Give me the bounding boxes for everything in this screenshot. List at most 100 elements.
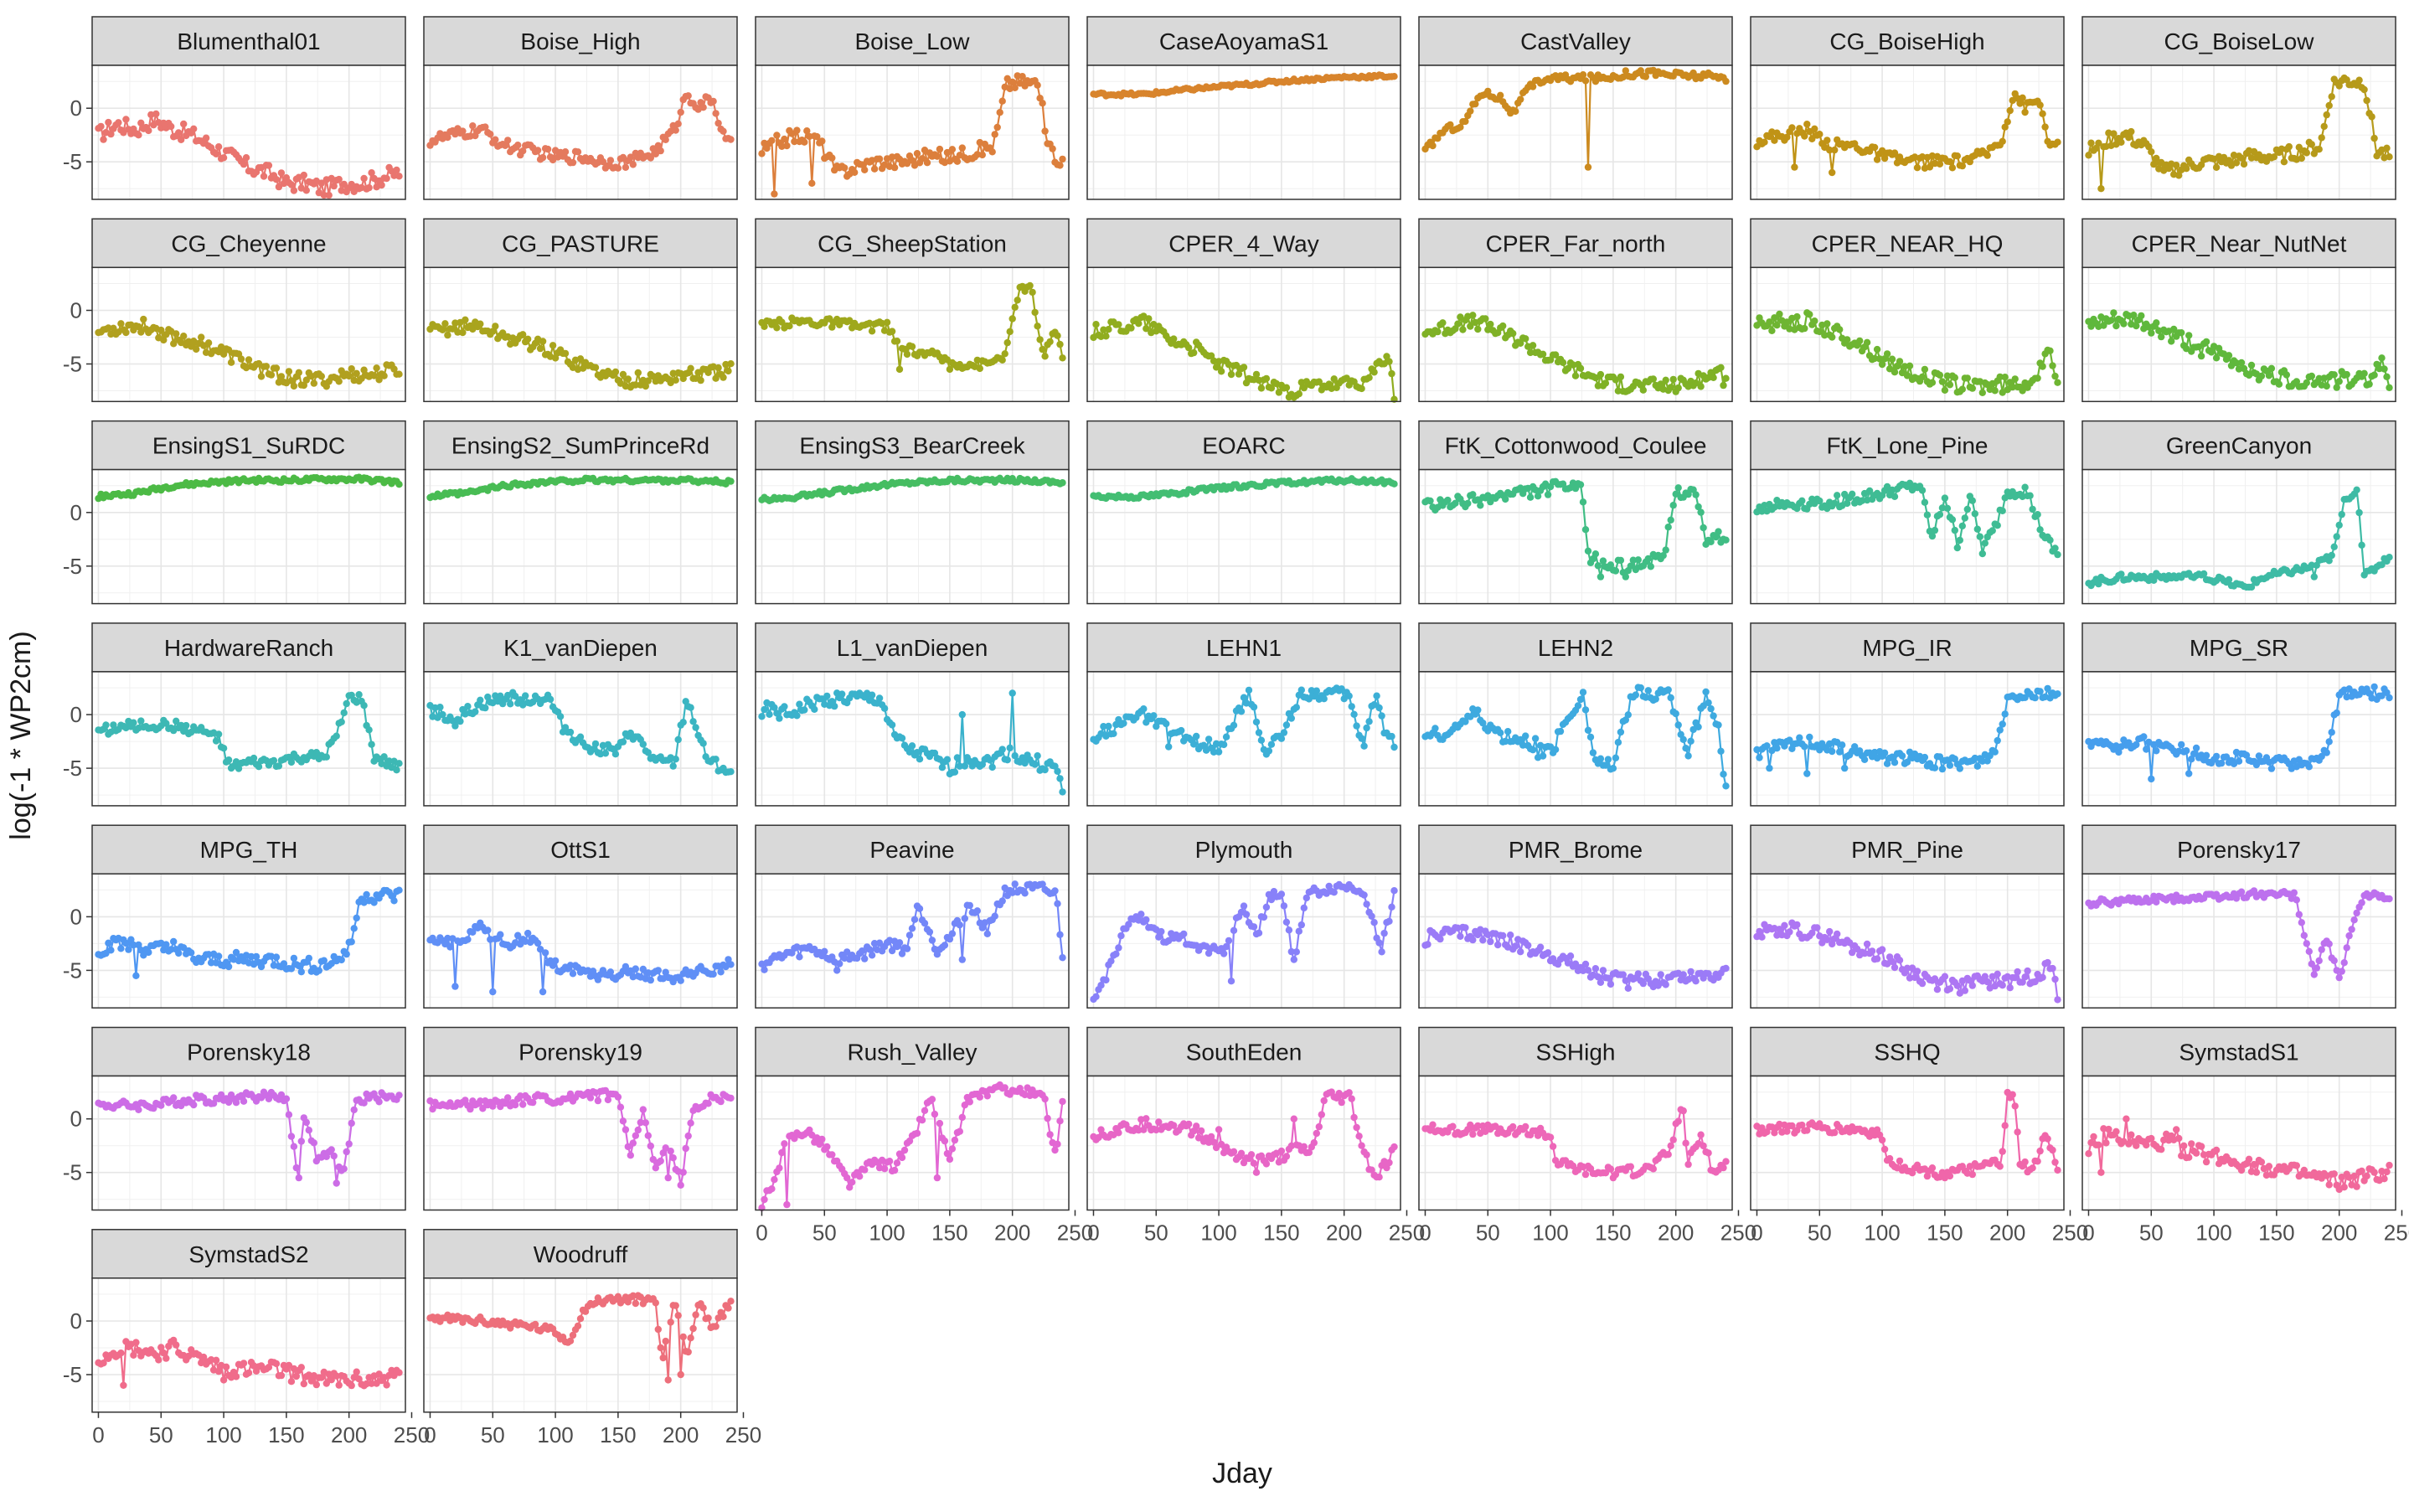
x-axis-title: Jday [1212,1458,1272,1489]
data-point [1999,720,2006,727]
panel-background [1751,874,2064,1008]
data-point [612,369,619,375]
data-point [1293,704,1300,710]
data-point [2087,140,2094,147]
data-point [2296,911,2303,918]
facet-panel: Porensky17 [2082,825,2396,1008]
data-point [2051,976,2058,983]
data-point [1617,557,1624,564]
data-point [1590,749,1597,756]
data-point [2334,384,2340,390]
data-point [793,126,800,133]
data-point [635,369,642,376]
data-point [1545,491,1551,498]
data-point [1585,727,1591,734]
data-point [365,726,372,733]
data-point [1899,752,1906,759]
data-point [1170,335,1177,342]
data-point [1296,390,1303,397]
data-point [2036,101,2043,108]
data-point [1658,971,1664,978]
data-point [941,942,948,948]
data-point [1617,374,1624,380]
data-point [1140,705,1147,712]
facet-label: MPG_SR [2190,635,2288,661]
data-point [1360,891,1367,898]
data-point [1914,968,1921,974]
data-point [801,139,807,146]
data-point [1720,771,1726,777]
data-point [2012,375,2019,382]
data-point [2291,890,2298,896]
data-point [1793,921,1800,928]
data-point [1293,948,1300,955]
data-point [1610,765,1617,771]
data-point [539,988,546,995]
data-point [1241,364,1247,370]
data-point [1715,528,1721,534]
data-point [1036,336,1043,343]
data-point [117,945,124,952]
data-point [311,379,317,386]
data-point [1004,756,1011,763]
facet-label: CG_PASTURE [502,230,659,256]
panel-background [1087,672,1401,806]
data-point [383,175,389,182]
data-point [1932,527,1938,534]
data-point [2248,362,2255,369]
data-point [1464,500,1471,507]
data-point [914,150,921,157]
data-point [1353,722,1359,729]
data-point [687,704,694,711]
data-point [592,741,599,747]
data-point [1497,730,1504,736]
data-point [291,383,297,390]
data-point [228,359,235,366]
facet-panel: EOARC [1087,421,1401,604]
data-point [1102,333,1109,339]
panel-background [1419,65,1732,199]
data-point [2319,946,2325,952]
data-point [132,973,139,979]
data-point [2044,959,2050,966]
data-point [989,764,996,771]
data-point [1263,375,1270,382]
data-point [1426,498,1433,504]
data-point [944,756,951,763]
data-point [1253,719,1260,725]
data-point [911,916,918,923]
data-point [395,887,402,894]
data-point [793,712,800,719]
data-point [1190,349,1197,356]
data-point [2002,374,2009,380]
data-point [949,930,956,937]
data-point [1605,756,1612,762]
data-point [1368,913,1375,920]
data-point [1220,950,1227,957]
data-point [215,143,222,150]
data-point [1145,315,1152,322]
data-point [1962,987,1968,993]
data-point [675,736,682,743]
facet-label: EOARC [1202,433,1286,459]
data-point [1949,516,1956,523]
data-point [1378,712,1385,719]
data-point [1934,986,1941,993]
facet-panel: Peavine [756,825,1069,1008]
data-point [1517,948,1524,955]
data-point [2314,964,2320,971]
data-point [1625,985,1632,992]
data-point [562,350,569,357]
data-point [2311,573,2318,580]
data-point [1499,323,1506,329]
data-point [534,147,541,153]
data-point [630,161,637,168]
data-point [632,965,639,972]
data-point [1385,918,1392,925]
data-point [1864,941,1870,947]
data-point [1117,932,1124,939]
data-point [1163,720,1169,727]
data-point [1388,733,1395,740]
data-point [2021,973,2028,980]
data-point [786,323,792,329]
